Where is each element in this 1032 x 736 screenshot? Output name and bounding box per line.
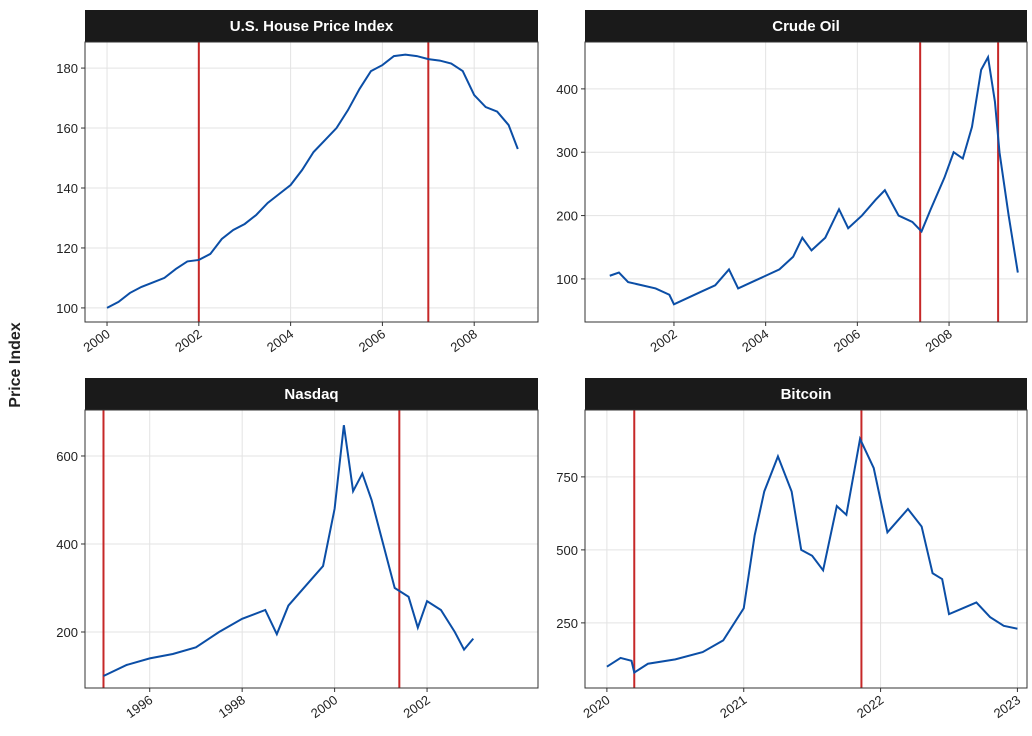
panel-background (85, 410, 538, 688)
x-tick-label: 2023 (991, 692, 1023, 721)
y-tick-label: 140 (56, 181, 78, 196)
y-tick-label: 400 (556, 82, 578, 97)
x-tick-label: 2006 (831, 326, 863, 355)
x-tick-label: 2006 (356, 326, 388, 355)
strip (85, 378, 538, 410)
panel-background (85, 42, 538, 322)
panel-background (585, 410, 1027, 688)
price-line (606, 435, 1018, 675)
y-tick-label: 160 (56, 121, 78, 136)
panel-title: Bitcoin (781, 386, 832, 403)
y-tick-label: 300 (556, 145, 578, 160)
price-line (609, 54, 1019, 306)
x-tick-label: 2000 (80, 326, 112, 355)
x-tick-label: 2004 (739, 326, 771, 355)
x-tick-label: 2008 (922, 326, 954, 355)
panel-background (585, 42, 1027, 322)
x-tick-label: 2004 (264, 326, 296, 355)
y-tick-label: 180 (56, 61, 78, 76)
panel-title: Nasdaq (284, 386, 338, 403)
x-tick-label: 1998 (216, 692, 248, 721)
y-tick-label: 200 (56, 625, 78, 640)
x-tick-label: 2002 (172, 326, 204, 355)
y-tick-label: 400 (56, 537, 78, 552)
x-tick-label: 2000 (308, 692, 340, 721)
y-tick-label: 100 (556, 272, 578, 287)
x-tick-label: 1996 (123, 692, 155, 721)
y-tick-label: 500 (556, 543, 578, 558)
x-tick-label: 2022 (854, 692, 886, 721)
y-tick-label: 600 (56, 449, 78, 464)
x-tick-label: 2002 (400, 692, 432, 721)
price-line (106, 53, 519, 309)
y-tick-label: 750 (556, 470, 578, 485)
strip (585, 378, 1027, 410)
y-tick-label: 100 (56, 301, 78, 316)
strip (585, 10, 1027, 42)
panel-title: U.S. House Price Index (230, 18, 394, 35)
y-tick-label: 200 (556, 209, 578, 224)
panel-border (584, 41, 1028, 323)
panel-border (84, 409, 539, 689)
x-tick-label: 2020 (580, 692, 612, 721)
panel-title: Crude Oil (772, 18, 840, 35)
y-tick-label: 120 (56, 241, 78, 256)
price-line (103, 425, 475, 677)
x-tick-label: 2021 (717, 692, 749, 721)
x-tick-label: 2008 (448, 326, 480, 355)
strip (85, 10, 538, 42)
y-tick-label: 250 (556, 616, 578, 631)
x-tick-label: 2002 (647, 326, 679, 355)
panel-border (584, 409, 1028, 689)
panel-border (84, 41, 539, 323)
y-axis-label: Price Index (7, 322, 24, 407)
